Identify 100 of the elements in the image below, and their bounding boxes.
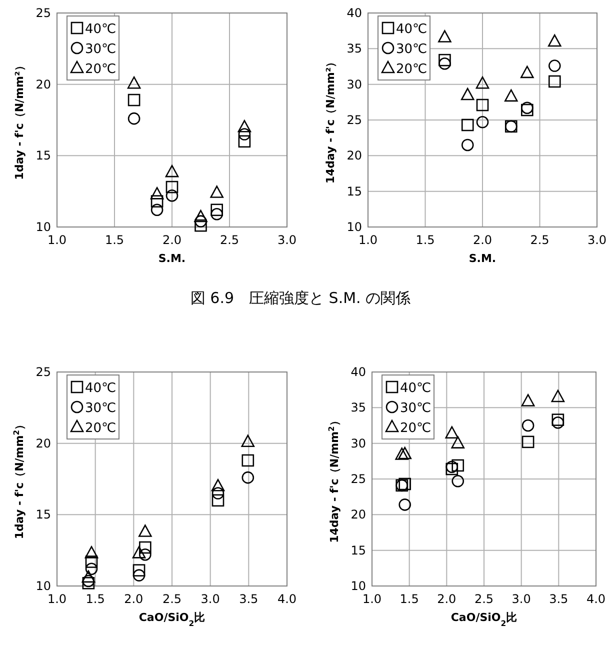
y-tick-label: 10: [36, 220, 51, 234]
point: [85, 556, 98, 568]
point: [438, 54, 451, 66]
y-tick-label: 15: [36, 148, 51, 163]
legend-label: 30℃: [396, 42, 428, 57]
y-tick-label: 20: [346, 148, 362, 163]
x-tick-label: 1.5: [416, 233, 435, 247]
legend-label: 30℃: [400, 401, 432, 416]
point: [166, 189, 178, 202]
point: [242, 471, 254, 484]
point: [504, 89, 518, 102]
point: [139, 548, 152, 561]
point: [165, 164, 179, 178]
point: [211, 478, 225, 492]
point: [551, 390, 565, 402]
y-tick-label: 20: [350, 508, 366, 522]
point: [398, 498, 412, 511]
legend-label: 30℃: [85, 42, 116, 57]
y-tick-label: 30: [346, 77, 362, 92]
x-tick-label: 3.0: [277, 233, 297, 247]
x-tick-label: 1.0: [362, 592, 382, 606]
x-tick-label: 2.0: [162, 233, 182, 247]
point: [82, 570, 96, 583]
y-tick-label: 15: [350, 543, 366, 558]
x-tick-label: 1.0: [358, 233, 378, 247]
x-tick-label: 1.5: [400, 592, 419, 606]
y-tick-label: 25: [36, 6, 51, 20]
point: [127, 76, 141, 89]
y-tick-label: 10: [36, 579, 51, 593]
y-tick-label: 10: [346, 220, 362, 234]
legend-label: 20℃: [85, 62, 116, 77]
point: [476, 98, 489, 112]
x-tick-label: 4.0: [277, 592, 297, 606]
x-tick-label: 1.0: [47, 233, 67, 247]
point: [451, 436, 465, 448]
y-tick-label: 35: [346, 42, 362, 56]
x-tick-label: 2.0: [124, 592, 144, 606]
point: [452, 474, 464, 488]
point: [476, 116, 489, 128]
y-tick-label: 15: [346, 184, 362, 198]
y-tick-label: 25: [346, 113, 362, 127]
point: [128, 112, 140, 125]
y-tick-label: 10: [350, 579, 366, 593]
point: [521, 394, 535, 406]
x-tick-label: 3.0: [587, 233, 607, 247]
point: [139, 541, 152, 554]
point: [132, 569, 146, 582]
point: [395, 448, 409, 460]
x-tick-label: 3.5: [239, 592, 258, 606]
point: [438, 57, 451, 70]
x-tick-label: 3.0: [200, 592, 220, 606]
y-tick-label: 40: [350, 365, 366, 379]
legend-label: 40℃: [85, 22, 116, 37]
point: [132, 546, 146, 558]
x-tick-label: 2.5: [474, 592, 494, 606]
point: [212, 487, 224, 500]
point: [522, 436, 534, 448]
y-tick-label: 25: [36, 365, 51, 379]
point: [210, 204, 223, 216]
point: [241, 434, 255, 448]
point: [238, 120, 252, 132]
point: [150, 187, 164, 200]
y-tick-label: 20: [36, 77, 51, 92]
y-axis-title: 14day - f'c（N/mm²）: [324, 56, 337, 184]
x-axis-title: CaO/SiO$_{2}$比: [138, 611, 206, 628]
point: [85, 562, 98, 576]
y-tick-label: 15: [36, 508, 51, 522]
point: [398, 446, 412, 460]
y-tick-label: 30: [350, 436, 366, 450]
point: [452, 459, 464, 472]
point: [461, 118, 474, 132]
y-tick-label: 40: [346, 6, 362, 20]
x-tick-label: 1.5: [104, 233, 124, 247]
point: [548, 75, 561, 88]
x-axis-title: S.M.: [468, 252, 496, 265]
point: [460, 88, 474, 100]
point: [520, 66, 534, 78]
legend-label: 20℃: [85, 421, 116, 436]
x-tick-label: 2.5: [162, 592, 182, 606]
point: [128, 94, 140, 106]
point: [548, 34, 562, 47]
x-axis-title: CaO/SiO$_{2}$比: [450, 611, 518, 628]
point: [194, 219, 207, 232]
x-tick-label: 2.0: [437, 592, 456, 606]
point: [210, 208, 223, 220]
x-tick-label: 2.0: [472, 233, 492, 247]
point: [166, 180, 178, 194]
legend-label: 30℃: [85, 401, 116, 416]
legend-label: 40℃: [396, 22, 428, 37]
point: [476, 76, 490, 89]
legend-label: 40℃: [400, 381, 432, 396]
y-axis-title: 1day - f'c（N/mm²）: [13, 60, 26, 180]
point: [398, 478, 412, 490]
y-tick-label: 25: [350, 472, 366, 486]
point: [238, 135, 251, 148]
x-tick-label: 4.0: [586, 592, 606, 606]
legend-label: 20℃: [396, 62, 428, 77]
y-tick-label: 20: [36, 436, 51, 450]
x-tick-label: 3.0: [512, 592, 531, 606]
legend-label: 40℃: [85, 381, 116, 396]
